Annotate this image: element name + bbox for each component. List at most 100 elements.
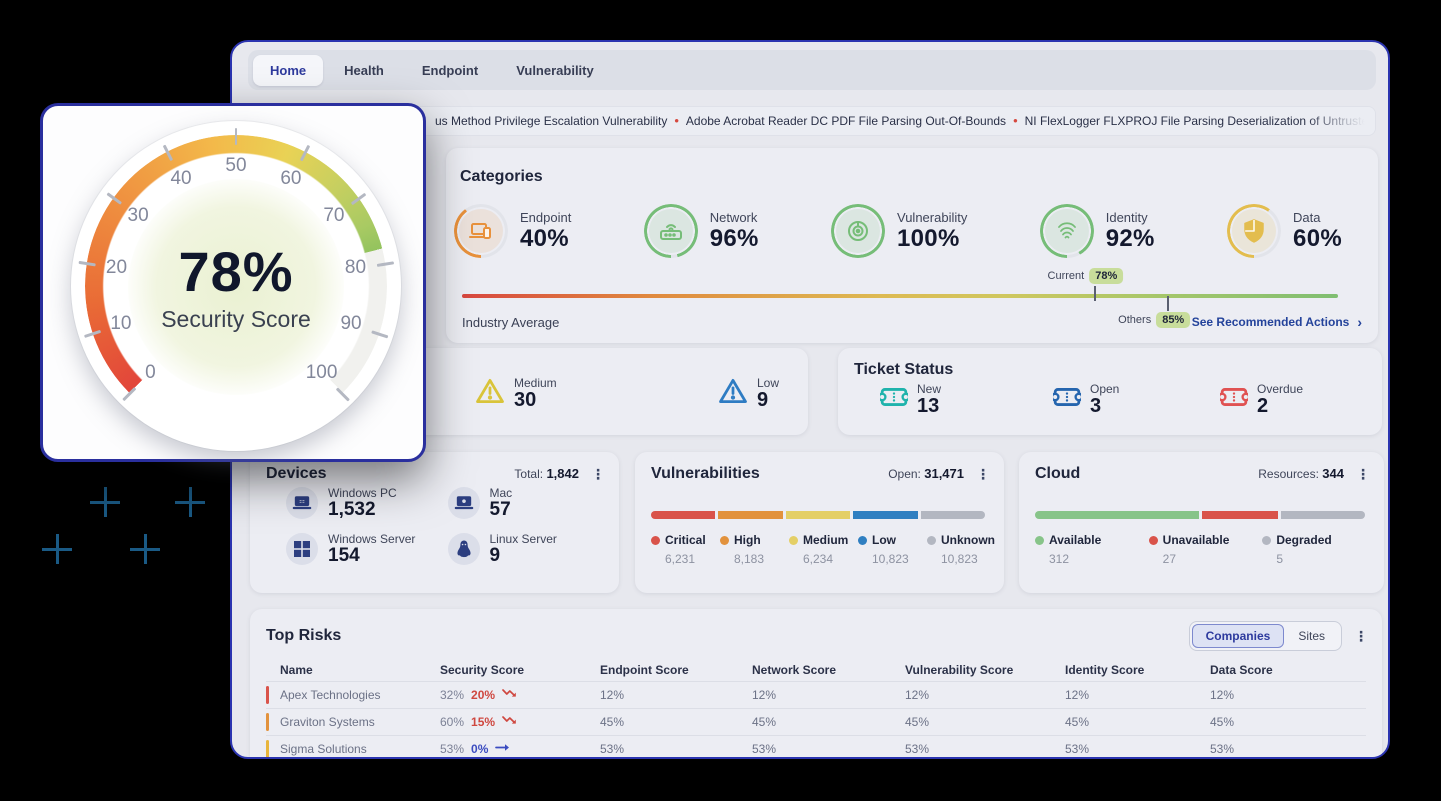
- bar-segment-unavailable: [1201, 511, 1279, 519]
- bar-segment-medium: [785, 511, 851, 519]
- trend-down-icon: [502, 715, 517, 729]
- bar-segment-high: [718, 511, 783, 519]
- legend-dot-icon: [789, 535, 798, 545]
- gauge-value: 78%: [178, 239, 294, 303]
- see-recommended-actions-link[interactable]: See Recommended Actions ›: [1192, 314, 1362, 330]
- gauge-tick: [234, 127, 238, 145]
- router-icon: [644, 204, 698, 258]
- categories-card: Categories Endpoint 40% Network 96% Vuln…: [446, 148, 1378, 343]
- current-score-tick: [1094, 286, 1097, 301]
- top-risks-title: Top Risks: [266, 627, 342, 644]
- alert-medium: Medium 30: [475, 376, 557, 411]
- alert-count: 9: [757, 389, 769, 411]
- top-risks-menu-icon[interactable]: ⋮: [1354, 628, 1368, 644]
- current-score-marker: Current 78%: [1048, 268, 1124, 284]
- others-score-tick: [1167, 296, 1170, 311]
- vulnerabilities-title: Vulnerabilities: [651, 465, 760, 482]
- bar-segment-degraded: [1281, 511, 1365, 519]
- ticket-status-card: Ticket Status New 13 Open 3 Overdue 2: [838, 348, 1382, 435]
- tab-bar: Home Health Endpoint Vulnerability: [248, 50, 1376, 90]
- vulnerabilities-open-count: Open: 31,471 ⋮: [888, 465, 990, 482]
- score-cell: 45%: [1065, 715, 1090, 729]
- ticker-item: NI FlexLogger FLXPROJ File Parsing Deser…: [1024, 114, 1376, 128]
- device-windows-pc: Windows PC 1,532: [286, 486, 448, 520]
- category-name: Endpoint: [520, 209, 572, 225]
- legend-unavailable: Unavailable 27: [1148, 533, 1263, 566]
- table-row[interactable]: Graviton Systems 60% 15% 45% 45% 45% 45% 45%: [266, 708, 1366, 735]
- devices-menu-icon[interactable]: ⋮: [591, 465, 605, 482]
- legend-value: 10,823: [941, 552, 978, 566]
- tab-endpoint[interactable]: Endpoint: [421, 62, 479, 78]
- shield-icon: [1227, 204, 1281, 258]
- legend-label: Degraded: [1276, 533, 1332, 547]
- category-data: Data 60%: [1227, 204, 1342, 258]
- ticker-separator-icon: •: [674, 113, 679, 128]
- plus-decoration: [175, 487, 205, 517]
- score-cell: 53%: [600, 742, 625, 756]
- company-name: Graviton Systems: [280, 715, 375, 729]
- ticker-item: Adobe Acrobat Reader DC PDF File Parsing…: [685, 114, 1007, 128]
- device-label: Mac: [489, 486, 513, 500]
- table-row[interactable]: Apex Technologies 32% 20% 12% 12% 12% 12% 12…: [266, 681, 1366, 708]
- legend-low: Low 10,823: [858, 533, 927, 566]
- legend-value: 6,234: [803, 552, 834, 566]
- tab-home[interactable]: Home: [253, 54, 324, 86]
- industry-average-section: Current 78% Others 85% Industry Average …: [462, 266, 1362, 336]
- ticket-new: New 13: [877, 382, 941, 417]
- legend-label: Available: [1049, 533, 1102, 547]
- score-cell: 53%: [752, 742, 777, 756]
- toggle-sites[interactable]: Sites: [1298, 629, 1325, 643]
- gauge-tick-label: 70: [323, 204, 345, 226]
- score-cell: 12%: [1065, 688, 1090, 702]
- category-list: Endpoint 40% Network 96% Vulnerability 1…: [454, 204, 1342, 258]
- table-row[interactable]: Sigma Solutions 53% 0% 53% 53% 53% 53% 53%: [266, 735, 1366, 757]
- legend-degraded: Degraded 5: [1262, 533, 1376, 566]
- tab-health[interactable]: Health: [344, 62, 384, 78]
- legend-dot-icon: [1148, 535, 1158, 545]
- ticket-icon: [1050, 386, 1084, 413]
- legend-dot-icon: [1035, 535, 1044, 545]
- category-score: 96%: [709, 224, 759, 252]
- vulnerabilities-bar: [651, 511, 988, 519]
- category-identity: Identity 92%: [1040, 204, 1155, 258]
- gauge-tick-label: 30: [127, 204, 149, 226]
- toggle-companies[interactable]: Companies: [1191, 624, 1285, 648]
- column-header: Name: [280, 663, 313, 677]
- trend-flat-icon: [495, 742, 510, 756]
- legend-label: High: [734, 533, 761, 547]
- legend-medium: Medium 6,234: [789, 533, 858, 566]
- ticket-icon: [877, 386, 911, 413]
- bar-segment-unknown: [920, 511, 985, 519]
- ticket-status-title: Ticket Status: [854, 361, 954, 378]
- column-header: Endpoint Score: [600, 663, 689, 677]
- legend-label: Medium: [803, 533, 849, 547]
- tab-vulnerability[interactable]: Vulnerability: [516, 62, 594, 78]
- score-cell: 45%: [600, 715, 625, 729]
- score-cell: 12%: [905, 688, 930, 702]
- legend-value: 6,231: [665, 552, 696, 566]
- fingerprint-icon: [1040, 204, 1094, 258]
- ticket-overdue: Overdue 2: [1217, 382, 1303, 417]
- gauge-tick-label: 80: [344, 257, 367, 279]
- current-label: Current: [1047, 270, 1085, 282]
- cloud-menu-icon[interactable]: ⋮: [1356, 465, 1370, 482]
- legend-dot-icon: [858, 535, 867, 545]
- ticker-item: us Method Privilege Escalation Vulnerabi…: [435, 114, 668, 128]
- score-cell: 53%: [905, 742, 930, 756]
- column-header: Identity Score: [1065, 663, 1145, 677]
- warning-triangle-icon: [475, 377, 505, 410]
- vulnerabilities-card: Vulnerabilities Open: 31,471 ⋮ Critical …: [635, 452, 1004, 593]
- score-cell: 45%: [1210, 715, 1235, 729]
- industry-average-bar: [462, 294, 1338, 298]
- gauge-tick-label: 40: [170, 168, 192, 190]
- vulnerabilities-menu-icon[interactable]: ⋮: [976, 465, 990, 482]
- category-name: Network: [709, 209, 758, 225]
- category-network: Network 96%: [644, 204, 759, 258]
- cloud-resources-count: Resources: 344 ⋮: [1258, 465, 1370, 482]
- bar-segment-low: [853, 511, 918, 519]
- column-header: Vulnerability Score: [905, 663, 1014, 677]
- others-label: Others: [1118, 314, 1152, 326]
- cloud-card: Cloud Resources: 344 ⋮ Available 312 Una…: [1019, 452, 1384, 593]
- score-cell: 12%: [752, 688, 777, 702]
- gauge-readout: 78% Security Score: [43, 106, 429, 465]
